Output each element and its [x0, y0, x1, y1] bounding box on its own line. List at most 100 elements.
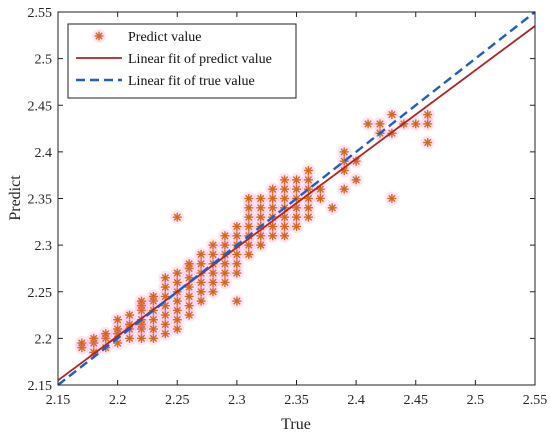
- scatter-point: [194, 256, 209, 271]
- y-tick-label: 2.15: [28, 379, 53, 394]
- y-tick-label: 2.4: [35, 146, 53, 161]
- scatter-point: [349, 154, 364, 169]
- scatter-point: [170, 303, 185, 318]
- scatter-point: [408, 116, 423, 131]
- scatter-point: [265, 228, 280, 243]
- scatter-point: [206, 284, 221, 299]
- scatter-point: [206, 266, 221, 281]
- scatter-point: [301, 172, 316, 187]
- scatter-point: [170, 294, 185, 309]
- scatter-point: [217, 266, 232, 281]
- legend-label: Predict value: [128, 30, 201, 45]
- scatter-point: [241, 219, 256, 234]
- scatter-point: [146, 312, 161, 327]
- scatter-point: [337, 144, 352, 159]
- scatter-point: [158, 326, 173, 341]
- scatter-point: [325, 200, 340, 215]
- scatter-point: [277, 191, 292, 206]
- predict-fit-line: [57, 25, 536, 382]
- y-tick-label: 2.3: [35, 239, 53, 254]
- scatter-point: [158, 280, 173, 295]
- scatter-point: [253, 200, 268, 215]
- x-tick-label: 2.55: [523, 393, 548, 408]
- scatter-point: [420, 135, 435, 150]
- y-tick-label: 2.35: [28, 193, 53, 208]
- scatter-point: [217, 256, 232, 271]
- scatter-point: [74, 336, 89, 351]
- scatter-point: [182, 298, 197, 313]
- x-tick-label: 2.2: [109, 393, 127, 408]
- scatter-point: [194, 275, 209, 290]
- scatter-point: [301, 200, 316, 215]
- scatter-point: [229, 266, 244, 281]
- legend-label: Linear fit of predict value: [128, 52, 272, 67]
- scatter-point: [134, 331, 149, 346]
- scatter-point: [265, 191, 280, 206]
- scatter-point: [420, 116, 435, 131]
- scatter-point: [170, 322, 185, 337]
- scatter-point: [289, 172, 304, 187]
- scatter-point: [229, 294, 244, 309]
- scatter-point: [420, 107, 435, 122]
- scatter-point: [182, 256, 197, 271]
- scatter-point: [277, 219, 292, 234]
- scatter-point: [277, 228, 292, 243]
- scatter-point: [194, 284, 209, 299]
- data-marks: [57, 11, 536, 386]
- scatter-point: [146, 322, 161, 337]
- scatter-point: [182, 289, 197, 304]
- y-tick-label: 2.25: [28, 286, 53, 301]
- scatter-point: [217, 228, 232, 243]
- scatter-point: [146, 289, 161, 304]
- scatter-point: [86, 331, 101, 346]
- scatter-point: [134, 294, 149, 309]
- scatter-point: [384, 191, 399, 206]
- scatter-point: [253, 191, 268, 206]
- scatter-point: [313, 191, 328, 206]
- scatter-point: [241, 247, 256, 262]
- x-tick-label: 2.45: [404, 393, 429, 408]
- scatter-point: [229, 228, 244, 243]
- scatter-point: [361, 116, 376, 131]
- scatter-point: [206, 275, 221, 290]
- scatter-point: [241, 210, 256, 225]
- scatter-point: [110, 312, 125, 327]
- y-tick-label: 2.2: [35, 332, 53, 347]
- scatter-point: [289, 182, 304, 197]
- scatter-point: [289, 210, 304, 225]
- x-axis-ticks: 2.15 2.2 2.25 2.3 2.35 2.4 2.45 2.5 2.55: [46, 12, 548, 408]
- legend-marker-predict: [92, 29, 106, 43]
- scatter-point: [194, 247, 209, 262]
- scatter-point: [301, 191, 316, 206]
- scatter-point: [158, 308, 173, 323]
- scatter-point: [170, 275, 185, 290]
- scatter-point: [170, 266, 185, 281]
- x-tick-label: 2.15: [46, 393, 71, 408]
- legend-items: Predict value Linear fit of predict value…: [76, 29, 272, 89]
- scatter-point: [277, 182, 292, 197]
- scatter-point: [241, 200, 256, 215]
- x-tick-label: 2.3: [228, 393, 246, 408]
- scatter-point: [265, 200, 280, 215]
- scatter-point: [301, 210, 316, 225]
- scatter-point: [74, 340, 89, 355]
- x-tick-label: 2.4: [347, 393, 365, 408]
- x-axis-title: True: [281, 416, 311, 433]
- scatter-point: [277, 172, 292, 187]
- scatter-point: [229, 219, 244, 234]
- scatter-point: [337, 182, 352, 197]
- scatter-point: [289, 219, 304, 234]
- scatter-point: [182, 308, 197, 323]
- legend-box: [67, 23, 297, 99]
- scatter-point: [217, 238, 232, 253]
- true-fit-line: [57, 11, 536, 386]
- scatter-point: [206, 238, 221, 253]
- y-tick-label: 2.5: [35, 53, 53, 68]
- scatter-point: [98, 326, 113, 341]
- scatter-point: [349, 172, 364, 187]
- scatter-point: [182, 261, 197, 276]
- scatter-point: [206, 247, 221, 262]
- y-tick-label: 2.55: [28, 6, 53, 21]
- scatter-point: [253, 238, 268, 253]
